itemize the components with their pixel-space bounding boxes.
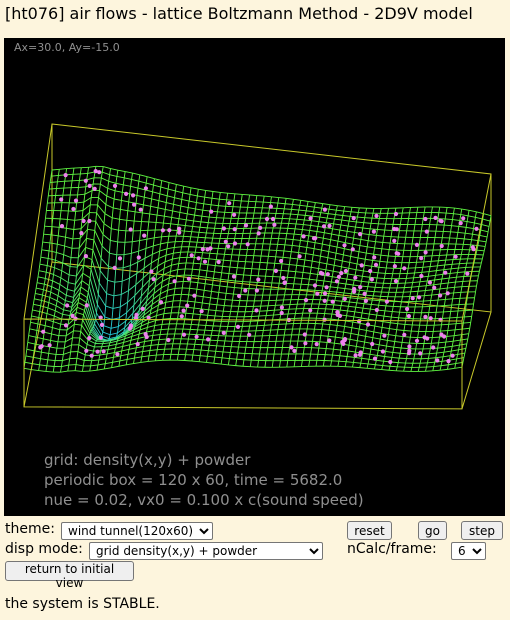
info-grid-mode: grid: density(x,y) + powder [44, 451, 251, 469]
simulation-viewport[interactable]: Ax=30.0, Ay=-15.0 grid: density(x,y) + p… [4, 38, 505, 516]
density-grid [23, 165, 492, 373]
go-button[interactable]: go [418, 521, 447, 540]
status-message: the system is STABLE. [5, 596, 160, 612]
simulation-canvas[interactable] [4, 38, 505, 516]
step-button[interactable]: step [461, 521, 503, 540]
return-to-initial-view-button[interactable]: return to initial view [5, 561, 134, 590]
info-parameters: nue = 0.02, vx0 = 0.100 x c(sound speed) [44, 491, 364, 509]
theme-label: theme: [5, 521, 55, 537]
box-front-frame [23, 123, 492, 410]
powder-particles [38, 169, 479, 365]
view-angle-readout: Ax=30.0, Ay=-15.0 [14, 41, 120, 54]
disp-mode-select[interactable]: grid density(x,y) + powder [89, 542, 323, 560]
page-title: [ht076] air flows - lattice Boltzmann Me… [5, 4, 473, 23]
disp-mode-label: disp mode: [5, 541, 83, 557]
ncalc-select[interactable]: 6 [451, 542, 486, 560]
reset-button[interactable]: reset [347, 521, 392, 540]
theme-select[interactable]: wind tunnel(120x60) [61, 522, 213, 540]
info-box-time: periodic box = 120 x 60, time = 5682.0 [44, 471, 343, 489]
ncalc-label: nCalc/frame: [347, 541, 437, 557]
